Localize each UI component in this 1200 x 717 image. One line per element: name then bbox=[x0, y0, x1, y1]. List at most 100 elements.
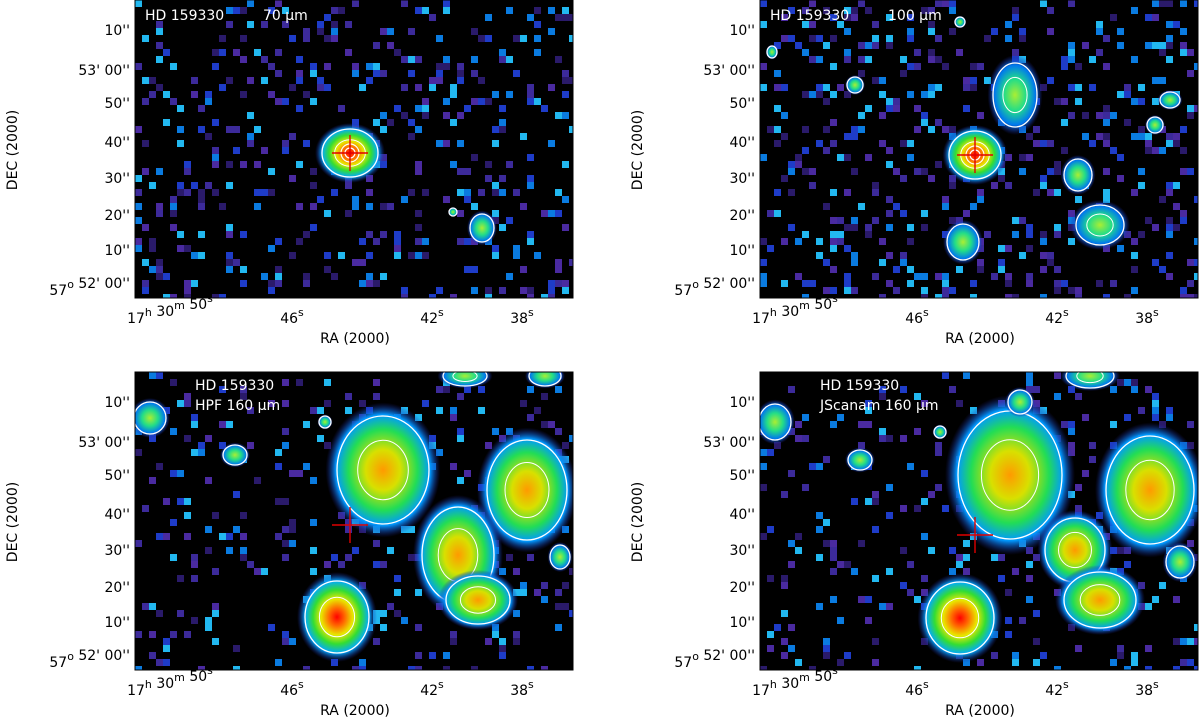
noise-pixel bbox=[1194, 105, 1198, 112]
noise-pixel bbox=[781, 175, 788, 182]
noise-pixel bbox=[226, 77, 233, 84]
noise-pixel bbox=[282, 554, 289, 561]
noise-pixel bbox=[1117, 652, 1124, 659]
noise-pixel bbox=[366, 175, 373, 182]
noise-pixel bbox=[949, 7, 956, 14]
noise-pixel bbox=[555, 210, 562, 217]
noise-pixel bbox=[816, 554, 823, 561]
tick-label-sup: h bbox=[145, 306, 152, 319]
noise-pixel bbox=[886, 42, 893, 49]
noise-pixel bbox=[135, 189, 142, 196]
noise-pixel bbox=[1061, 280, 1068, 287]
noise-pixel bbox=[254, 161, 261, 168]
noise-pixel bbox=[247, 140, 254, 147]
noise-pixel bbox=[408, 28, 415, 35]
noise-pixel bbox=[296, 203, 303, 210]
noise-pixel bbox=[219, 442, 226, 449]
noise-pixel bbox=[1068, 442, 1075, 449]
noise-pixel bbox=[289, 252, 296, 259]
noise-pixel bbox=[1012, 231, 1019, 238]
tick-label-part: 38 bbox=[1135, 683, 1153, 699]
noise-pixel bbox=[956, 266, 963, 273]
noise-pixel bbox=[408, 252, 415, 259]
noise-pixel bbox=[1005, 631, 1012, 638]
noise-pixel bbox=[520, 133, 527, 140]
noise-pixel bbox=[1187, 638, 1194, 645]
noise-pixel bbox=[149, 245, 156, 252]
noise-pixel bbox=[830, 238, 837, 245]
noise-pixel bbox=[492, 91, 499, 98]
tick-label: 38s bbox=[1135, 678, 1159, 699]
tick-label: 46s bbox=[905, 306, 929, 327]
noise-pixel bbox=[184, 245, 191, 252]
noise-pixel bbox=[562, 112, 569, 119]
panel-image bbox=[760, 0, 1198, 298]
noise-pixel bbox=[1103, 105, 1110, 112]
noise-pixel bbox=[893, 266, 900, 273]
noise-pixel bbox=[457, 70, 464, 77]
noise-pixel bbox=[415, 105, 422, 112]
noise-pixel bbox=[499, 49, 506, 56]
noise-pixel bbox=[788, 561, 795, 568]
noise-pixel bbox=[1194, 196, 1198, 203]
noise-pixel bbox=[760, 273, 767, 280]
noise-pixel bbox=[886, 210, 893, 217]
noise-pixel bbox=[774, 42, 781, 49]
noise-pixel bbox=[1054, 666, 1061, 670]
band-label: JScanam 160 μm bbox=[819, 398, 939, 414]
noise-pixel bbox=[289, 470, 296, 477]
tick-label: 17h 30m 50s bbox=[127, 664, 213, 699]
noise-pixel bbox=[1110, 547, 1117, 554]
noise-pixel bbox=[991, 652, 998, 659]
noise-pixel bbox=[408, 133, 415, 140]
noise-pixel bbox=[562, 7, 569, 14]
noise-pixel bbox=[324, 561, 331, 568]
noise-pixel bbox=[548, 280, 555, 287]
noise-pixel bbox=[156, 259, 163, 266]
noise-pixel bbox=[921, 224, 928, 231]
noise-pixel bbox=[562, 77, 569, 84]
noise-pixel bbox=[844, 287, 851, 294]
noise-pixel bbox=[534, 407, 541, 414]
noise-pixel bbox=[324, 252, 331, 259]
noise-pixel bbox=[795, 273, 802, 280]
noise-pixel bbox=[879, 386, 886, 393]
noise-pixel bbox=[823, 147, 830, 154]
noise-pixel bbox=[935, 161, 942, 168]
noise-pixel bbox=[963, 77, 970, 84]
noise-pixel bbox=[436, 449, 443, 456]
noise-pixel bbox=[991, 554, 998, 561]
noise-pixel bbox=[548, 84, 555, 91]
noise-pixel bbox=[163, 533, 170, 540]
tick-label: 10'' bbox=[729, 23, 755, 39]
noise-pixel bbox=[1005, 589, 1012, 596]
noise-pixel bbox=[212, 161, 219, 168]
noise-pixel bbox=[816, 91, 823, 98]
noise-pixel bbox=[1068, 386, 1075, 393]
tick-label: 40'' bbox=[729, 507, 755, 523]
noise-pixel bbox=[380, 561, 387, 568]
noise-pixel bbox=[970, 77, 977, 84]
noise-pixel bbox=[562, 224, 569, 231]
noise-pixel bbox=[184, 400, 191, 407]
noise-pixel bbox=[429, 77, 436, 84]
noise-pixel bbox=[963, 568, 970, 575]
noise-pixel bbox=[928, 21, 935, 28]
noise-pixel bbox=[422, 98, 429, 105]
noise-pixel bbox=[219, 533, 226, 540]
noise-pixel bbox=[998, 175, 1005, 182]
noise-pixel bbox=[1033, 554, 1040, 561]
emission-blob bbox=[760, 399, 795, 445]
tick-label: 30'' bbox=[729, 171, 755, 187]
noise-pixel bbox=[513, 610, 520, 617]
noise-pixel bbox=[1187, 421, 1194, 428]
noise-pixel bbox=[1082, 133, 1089, 140]
noise-pixel bbox=[1145, 603, 1152, 610]
emission-blob bbox=[943, 219, 983, 265]
y-axis-label: DEC (2000) bbox=[5, 482, 21, 562]
noise-pixel bbox=[781, 638, 788, 645]
noise-pixel bbox=[1180, 210, 1187, 217]
noise-pixel bbox=[1005, 154, 1012, 161]
noise-pixel bbox=[303, 421, 310, 428]
